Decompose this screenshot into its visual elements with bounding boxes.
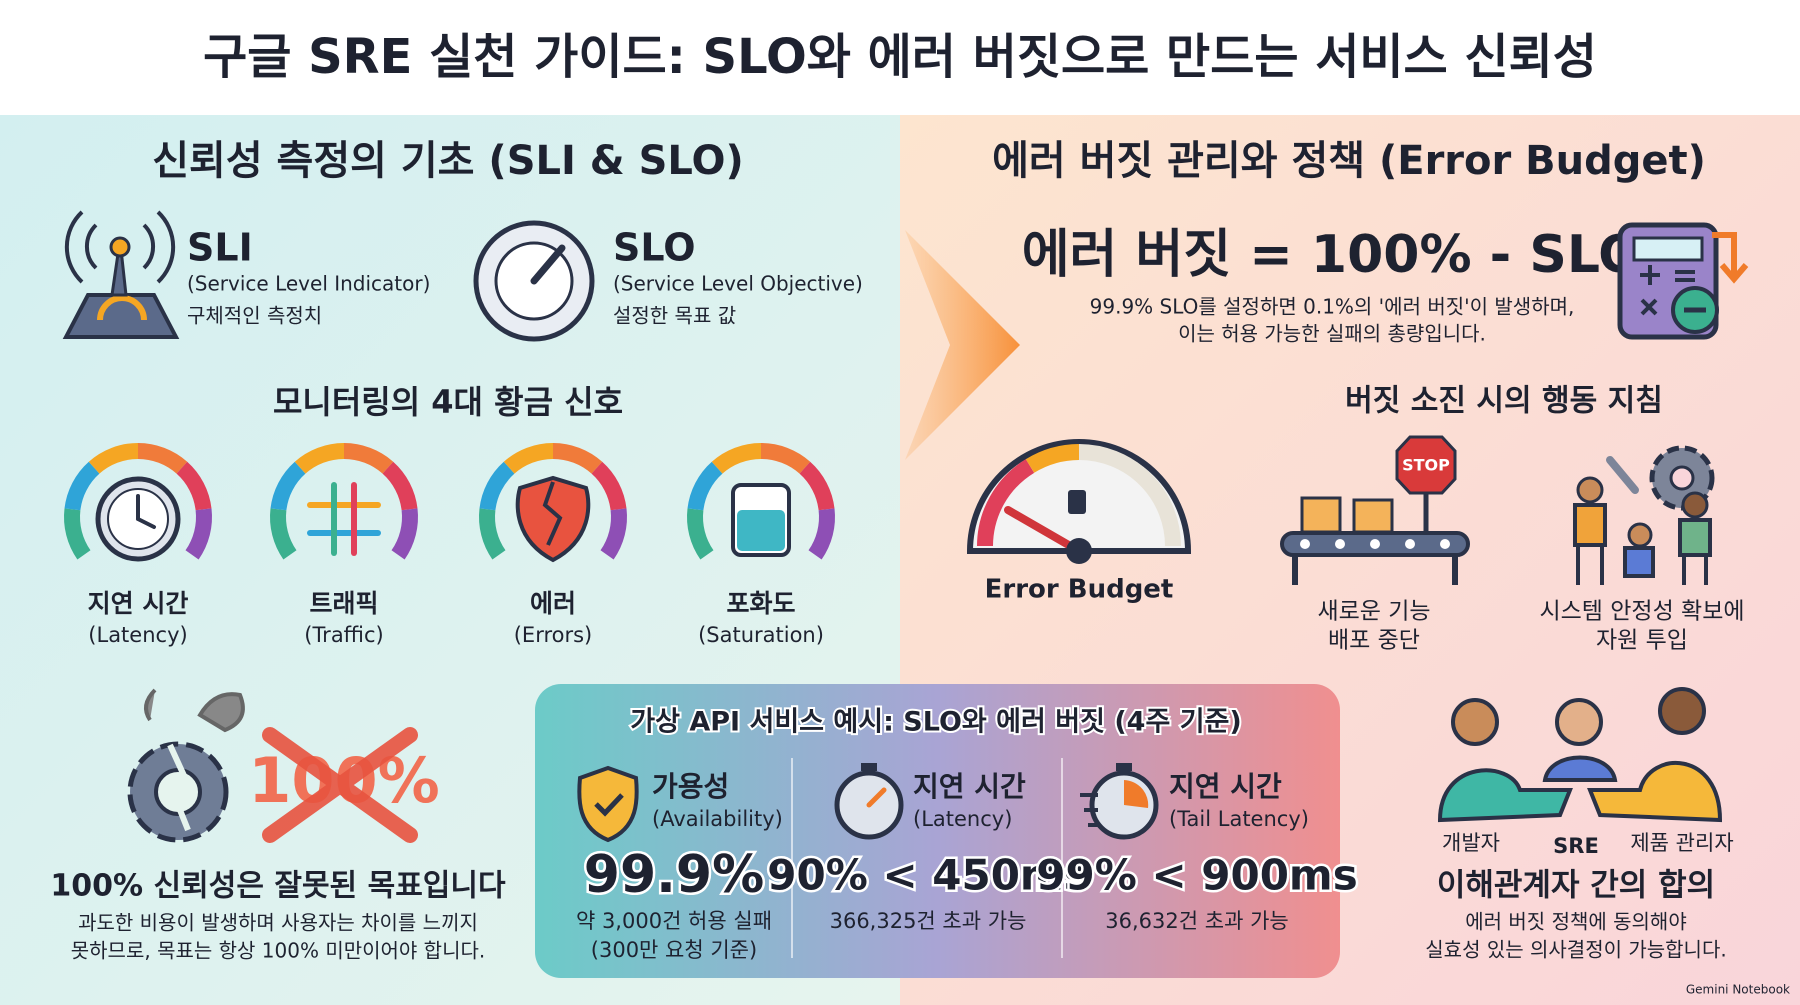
stopwatch-fast-icon <box>1080 763 1159 840</box>
signal-label: 지연 시간 <box>88 589 189 618</box>
gauge-label: Error Budget <box>985 575 1174 605</box>
gauge-arc <box>591 461 627 511</box>
gauge-arc <box>382 461 418 511</box>
gauge-arc <box>552 443 603 474</box>
policy-heading: 버짓 소진 시의 행동 지침 <box>1345 384 1663 419</box>
metric-note: (300만 요청 기준) <box>591 938 757 962</box>
sli-icon <box>62 210 180 339</box>
traffic-icon <box>307 482 381 556</box>
header-bg <box>0 0 1800 115</box>
action-line: 시스템 안정성 확보에 <box>1539 599 1744 625</box>
role-label: SRE <box>1553 834 1599 858</box>
card-title: 가상 API 서비스 예시: SLO와 에러 버짓 (4주 기준) <box>630 707 1241 738</box>
gauge-arc <box>137 443 188 474</box>
myth-line: 과도한 비용이 발생하며 사용자는 차이를 느끼지 <box>78 911 478 935</box>
gauge-arc <box>270 461 306 511</box>
stakeholders-line: 실효성 있는 의사결정이 가능합니다. <box>1425 938 1726 962</box>
role-label: 개발자 <box>1442 831 1500 855</box>
sli-desc: 구체적인 측정치 <box>187 304 322 328</box>
action-line: 새로운 기능 <box>1317 599 1430 625</box>
sli-full: (Service Level Indicator) <box>187 272 430 296</box>
metric-name: 지연 시간 <box>913 770 1026 803</box>
gauge-arc <box>270 508 297 560</box>
gauge-arc <box>88 443 139 474</box>
calculator-icon <box>1617 222 1749 340</box>
workers-icon <box>1573 445 1715 585</box>
formula-desc: 99.9% SLO를 설정하면 0.1%의 '에러 버짓'이 발생하며, <box>1090 295 1575 319</box>
gauge-arc <box>343 443 394 474</box>
stop-sign: STOP <box>1402 456 1450 475</box>
metric-sub: (Availability) <box>652 807 783 831</box>
gauge-arc <box>760 443 811 474</box>
myth-line: 못하므로, 목표는 항상 100% 미만이어야 합니다. <box>71 939 485 963</box>
signal-label: 트래픽 <box>309 589 378 618</box>
action-line: 배포 중단 <box>1328 628 1420 654</box>
arrow <box>905 230 1020 460</box>
section-heading: 에러 버짓 관리와 정책 (Error Budget) <box>992 138 1706 184</box>
gauge-arc <box>503 443 554 474</box>
metric-value: 99% < 900ms <box>1036 851 1357 900</box>
gauge-arc <box>64 508 91 560</box>
sli-name: SLI <box>187 226 253 270</box>
metric-note: 366,325건 초과 가능 <box>830 909 1027 933</box>
conveyor-icon <box>1280 435 1470 585</box>
signal-label: 에러 <box>530 589 576 618</box>
slo-desc: 설정한 목표 값 <box>613 304 736 328</box>
slo-icon <box>473 220 595 342</box>
card-divider <box>791 758 1063 958</box>
signal-sub: (Errors) <box>514 623 593 647</box>
action-line: 자원 투입 <box>1596 628 1688 654</box>
gauge-arc <box>808 508 835 560</box>
saturation-icon <box>731 483 791 557</box>
metric-value: 90% < 450ms <box>767 851 1088 900</box>
signal-sub: (Traffic) <box>304 623 383 647</box>
broken-gear-icon <box>127 688 245 843</box>
stakeholders-title: 이해관계자 간의 합의 <box>1437 868 1715 904</box>
slo-full: (Service Level Objective) <box>613 272 863 296</box>
metric-value: 99.9% <box>584 845 764 905</box>
role-label: 제품 관리자 <box>1630 831 1733 855</box>
metric-note: 36,632건 초과 가능 <box>1105 909 1288 933</box>
budget-gauge <box>966 439 1192 564</box>
latency-icon <box>95 476 181 562</box>
gauge-arc <box>711 443 762 474</box>
gauge-arc <box>64 461 100 511</box>
footer: Gemini Notebook <box>1686 983 1790 997</box>
myth-title: 100% 신뢰성은 잘못된 목표입니다 <box>50 869 506 904</box>
formula-desc: 이는 허용 가능한 실패의 총량입니다. <box>1178 322 1486 346</box>
gauge-arc <box>176 461 212 511</box>
gauge-arc <box>391 508 418 560</box>
metric-sub: (Latency) <box>913 807 1012 831</box>
gauge-arc <box>479 508 506 560</box>
example-card <box>535 684 1340 978</box>
metric-note: 약 3,000건 허용 실패 <box>576 909 772 933</box>
section-heading: 신뢰성 측정의 기초 (SLI & SLO) <box>152 138 744 184</box>
page-title: 구글 SRE 실천 가이드: SLO와 에러 버짓으로 만드는 서비스 신뢰성 <box>203 29 1597 85</box>
shield-icon <box>577 765 639 843</box>
signal-sub: (Saturation) <box>698 623 824 647</box>
gauge-arc <box>600 508 627 560</box>
error-icon <box>515 475 591 563</box>
cross-mark <box>262 727 418 843</box>
gauge-arc <box>687 461 723 511</box>
gauge-arc <box>294 443 345 474</box>
gauge-arc <box>479 461 515 511</box>
metric-name: 지연 시간 <box>1169 770 1282 803</box>
gauge-arc <box>687 508 714 560</box>
signal-label: 포화도 <box>726 589 795 618</box>
gauge-arc <box>799 461 835 511</box>
signal-gauges: 지연 시간 (Latency) 트래픽 (Traffic) 에러 (Errors) 포화도 (… <box>64 443 835 647</box>
metric-sub: (Tail Latency) <box>1169 807 1309 831</box>
signal-sub: (Latency) <box>88 623 187 647</box>
stakeholders-line: 에러 버짓 정책에 동의해야 <box>1465 910 1686 934</box>
gauge-arc <box>185 508 212 560</box>
stopwatch-icon <box>834 763 904 840</box>
formula: 에러 버짓 = 100% - SLO <box>1022 225 1643 285</box>
signals-heading: 모니터링의 4대 황금 신호 <box>273 383 623 421</box>
people-icon <box>1437 687 1723 823</box>
slo-name: SLO <box>613 226 696 270</box>
metric-name: 가용성 <box>652 770 729 803</box>
